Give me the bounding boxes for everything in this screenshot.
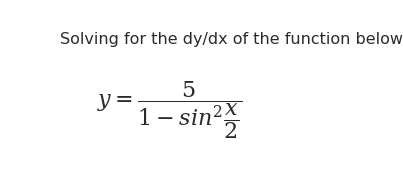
- Text: Solving for the dy/dx of the function below leads to: Solving for the dy/dx of the function be…: [60, 32, 403, 47]
- Text: $y = \dfrac{5}{1 - \mathit{sin}^2 \dfrac{x}{2}}$: $y = \dfrac{5}{1 - \mathit{sin}^2 \dfrac…: [97, 80, 241, 142]
